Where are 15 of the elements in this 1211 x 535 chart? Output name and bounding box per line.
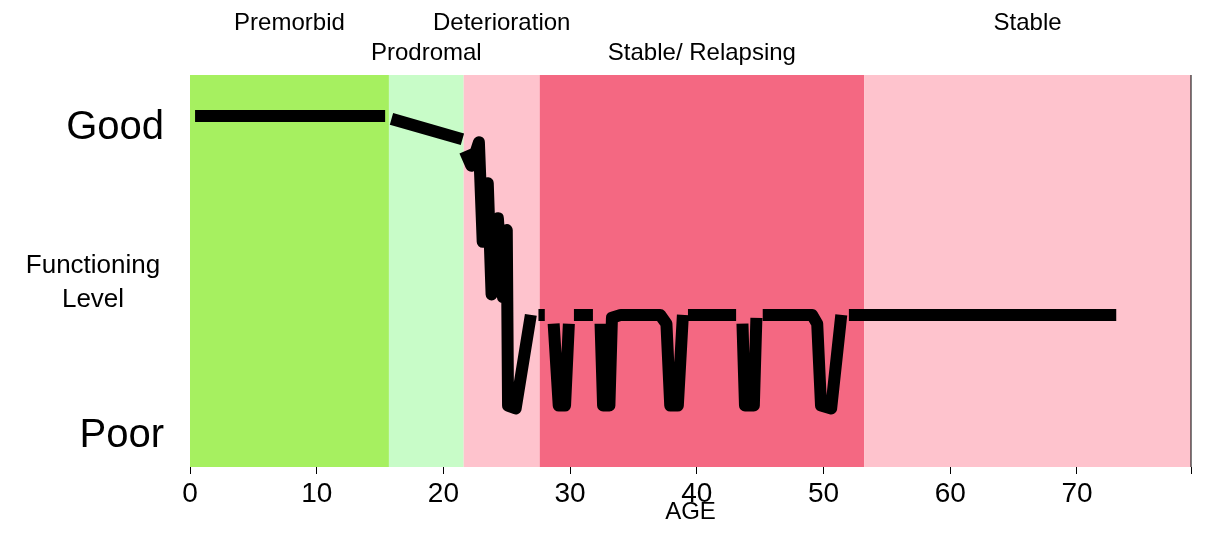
text: Good bbox=[66, 102, 164, 147]
band-label: Premorbid bbox=[234, 7, 345, 35]
x-tick-label: 10 bbox=[301, 476, 333, 508]
x-tick-label: 70 bbox=[1061, 476, 1093, 508]
y-axis-title: Functioning Level bbox=[25, 248, 161, 313]
x-tick-label: 60 bbox=[934, 476, 966, 508]
x-tick-label: 30 bbox=[554, 476, 586, 508]
x-tick-label: 20 bbox=[427, 476, 459, 508]
band-label: Stable/ Relapsing bbox=[607, 37, 796, 65]
band-label: Stable bbox=[993, 7, 1062, 35]
band-label: Prodromal bbox=[370, 37, 482, 65]
band-label: Deterioration bbox=[433, 7, 571, 35]
x-tick-label: 50 bbox=[807, 476, 840, 508]
text: Poor bbox=[79, 411, 164, 456]
x-tick-label: 0 bbox=[182, 476, 198, 508]
